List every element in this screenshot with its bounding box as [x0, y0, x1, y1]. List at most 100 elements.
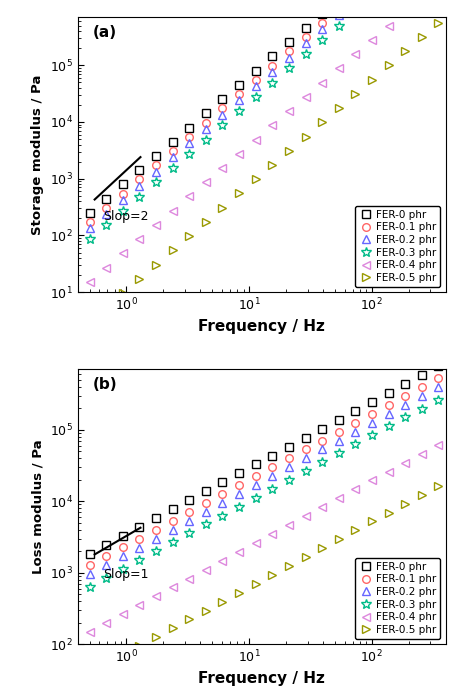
FER-0.5 phr: [253, 579, 259, 588]
FER-0.2 phr: [270, 472, 275, 480]
FER-0.5 phr: [203, 218, 208, 226]
FER-0 phr: [186, 123, 192, 132]
FER-0.4 phr: [220, 557, 225, 565]
FER-0 phr: [203, 487, 208, 495]
FER-0.3 phr: [137, 192, 142, 200]
FER-0.4 phr: [137, 601, 142, 610]
FER-0.3 phr: [153, 178, 159, 187]
FER-0.3 phr: [120, 565, 126, 573]
FER-0.4 phr: [253, 539, 259, 547]
FER-0.4 phr: [120, 249, 126, 258]
Line: FER-0 phr: FER-0 phr: [86, 0, 442, 217]
FER-0.2 phr: [137, 182, 142, 190]
FER-0.5 phr: [220, 597, 225, 606]
FER-0.1 phr: [203, 499, 208, 507]
FER-0.4 phr: [153, 220, 159, 229]
FER-0.4 phr: [336, 494, 341, 502]
FER-0.1 phr: [353, 418, 358, 426]
FER-0.5 phr: [170, 246, 175, 254]
FER-0.4 phr: [170, 584, 175, 592]
FER-0.5 phr: [120, 651, 126, 659]
FER-0.2 phr: [103, 562, 109, 570]
FER-0.1 phr: [270, 61, 275, 70]
FER-0.5 phr: [87, 669, 92, 677]
FER-0.5 phr: [403, 500, 408, 508]
FER-0.4 phr: [87, 278, 92, 286]
FER-0.3 phr: [270, 79, 275, 87]
FER-0.4 phr: [303, 512, 308, 520]
FER-0 phr: [120, 532, 126, 540]
FER-0.3 phr: [220, 121, 225, 130]
FER-0.5 phr: [286, 147, 292, 155]
FER-0.5 phr: [336, 104, 341, 112]
FER-0.1 phr: [286, 48, 292, 56]
Line: FER-0.2 phr: FER-0.2 phr: [86, 383, 442, 578]
FER-0.2 phr: [170, 153, 175, 161]
FER-0 phr: [436, 362, 441, 371]
FER-0 phr: [336, 415, 341, 424]
FER-0.5 phr: [103, 660, 109, 668]
FER-0 phr: [336, 0, 341, 3]
Y-axis label: Storage modulus / Pa: Storage modulus / Pa: [31, 74, 44, 235]
FER-0.3 phr: [270, 484, 275, 493]
FER-0.3 phr: [319, 458, 325, 466]
FER-0.5 phr: [87, 318, 92, 326]
FER-0.5 phr: [153, 633, 159, 641]
FER-0 phr: [369, 398, 375, 407]
FER-0.3 phr: [186, 150, 192, 158]
FER-0 phr: [253, 460, 259, 469]
FER-0.2 phr: [87, 570, 92, 578]
FER-0 phr: [353, 407, 358, 415]
FER-0.2 phr: [353, 0, 358, 5]
FER-0.3 phr: [203, 520, 208, 528]
FER-0.2 phr: [303, 39, 308, 48]
FER-0.3 phr: [403, 413, 408, 422]
FER-0 phr: [236, 81, 242, 89]
FER-0.2 phr: [186, 517, 192, 525]
FER-0.2 phr: [253, 481, 259, 489]
FER-0.5 phr: [170, 624, 175, 633]
Legend: FER-0 phr, FER-0.1 phr, FER-0.2 phr, FER-0.3 phr, FER-0.4 phr, FER-0.5 phr: FER-0 phr, FER-0.1 phr, FER-0.2 phr, FER…: [355, 205, 441, 287]
FER-0.3 phr: [369, 431, 375, 440]
FER-0.2 phr: [319, 25, 325, 33]
FER-0.1 phr: [170, 517, 175, 525]
FER-0.5 phr: [186, 615, 192, 624]
FER-0.3 phr: [236, 502, 242, 511]
FER-0.3 phr: [286, 64, 292, 72]
FER-0.1 phr: [137, 175, 142, 183]
FER-0.5 phr: [120, 289, 126, 297]
Line: FER-0.4 phr: FER-0.4 phr: [86, 0, 442, 286]
FER-0.3 phr: [103, 574, 109, 582]
FER-0.1 phr: [87, 218, 92, 226]
FER-0.5 phr: [137, 642, 142, 650]
FER-0.4 phr: [353, 50, 358, 59]
Legend: FER-0 phr, FER-0.1 phr, FER-0.2 phr, FER-0.3 phr, FER-0.4 phr, FER-0.5 phr: FER-0 phr, FER-0.1 phr, FER-0.2 phr, FER…: [355, 557, 441, 639]
FER-0.4 phr: [153, 593, 159, 601]
FER-0.5 phr: [353, 90, 358, 98]
FER-0.1 phr: [386, 401, 391, 409]
FER-0.3 phr: [369, 0, 375, 1]
FER-0 phr: [153, 152, 159, 160]
FER-0.2 phr: [203, 508, 208, 516]
FER-0.4 phr: [270, 530, 275, 538]
FER-0.4 phr: [170, 207, 175, 215]
FER-0.1 phr: [236, 481, 242, 489]
FER-0.5 phr: [103, 303, 109, 311]
FER-0.5 phr: [419, 491, 425, 499]
FER-0.3 phr: [386, 422, 391, 431]
FER-0.3 phr: [203, 136, 208, 144]
FER-0 phr: [419, 371, 425, 380]
FER-0 phr: [286, 442, 292, 451]
FER-0.2 phr: [236, 490, 242, 498]
FER-0 phr: [186, 496, 192, 504]
FER-0.1 phr: [403, 392, 408, 400]
FER-0.4 phr: [103, 263, 109, 271]
FER-0 phr: [319, 10, 325, 18]
FER-0.3 phr: [220, 511, 225, 520]
FER-0.3 phr: [153, 547, 159, 555]
FER-0.4 phr: [353, 485, 358, 493]
FER-0 phr: [303, 24, 308, 32]
FER-0.1 phr: [286, 454, 292, 462]
FER-0.5 phr: [137, 275, 142, 283]
FER-0.3 phr: [186, 529, 192, 537]
